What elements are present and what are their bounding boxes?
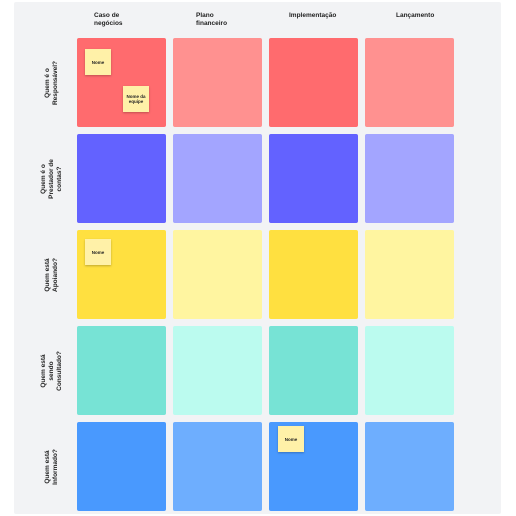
row-header-informed: Quem está Informado?: [44, 449, 59, 485]
cell-accountable-implementation[interactable]: [269, 134, 358, 223]
cell-supporting-launch[interactable]: [365, 230, 454, 319]
row-header-responsible: Quem é o Responsável?: [44, 60, 59, 106]
column-header-launch: Lançamento: [396, 12, 435, 19]
cell-informed-business-case[interactable]: [77, 422, 166, 511]
row-header-consulted: Quem está sendo Consultado?: [40, 351, 63, 391]
cell-consulted-business-case[interactable]: [77, 326, 166, 415]
sticky-note[interactable]: Nome: [278, 426, 304, 452]
sticky-note[interactable]: Nome: [85, 49, 111, 75]
cell-supporting-financial-plan[interactable]: [173, 230, 262, 319]
row-header-supporting: Quem está Apoiando?: [44, 258, 59, 292]
raci-board: Caso de negócios Plano financeiro Implem…: [14, 2, 501, 514]
cell-informed-launch[interactable]: [365, 422, 454, 511]
cell-responsible-implementation[interactable]: [269, 38, 358, 127]
cell-accountable-financial-plan[interactable]: [173, 134, 262, 223]
column-header-business-case: Caso de negócios: [94, 12, 123, 27]
cell-informed-financial-plan[interactable]: [173, 422, 262, 511]
cell-responsible-financial-plan[interactable]: [173, 38, 262, 127]
cell-consulted-financial-plan[interactable]: [173, 326, 262, 415]
cell-accountable-business-case[interactable]: [77, 134, 166, 223]
cell-supporting-implementation[interactable]: [269, 230, 358, 319]
cell-consulted-implementation[interactable]: [269, 326, 358, 415]
column-header-financial-plan: Plano financeiro: [196, 12, 228, 27]
cell-accountable-launch[interactable]: [365, 134, 454, 223]
sticky-note[interactable]: Nome da equipe: [123, 86, 149, 112]
cell-consulted-launch[interactable]: [365, 326, 454, 415]
row-header-accountable: Quem é o Prestador de contas?: [40, 159, 63, 199]
column-header-implementation: Implementação: [289, 12, 337, 19]
cell-responsible-launch[interactable]: [365, 38, 454, 127]
sticky-note[interactable]: Nome: [85, 239, 111, 265]
